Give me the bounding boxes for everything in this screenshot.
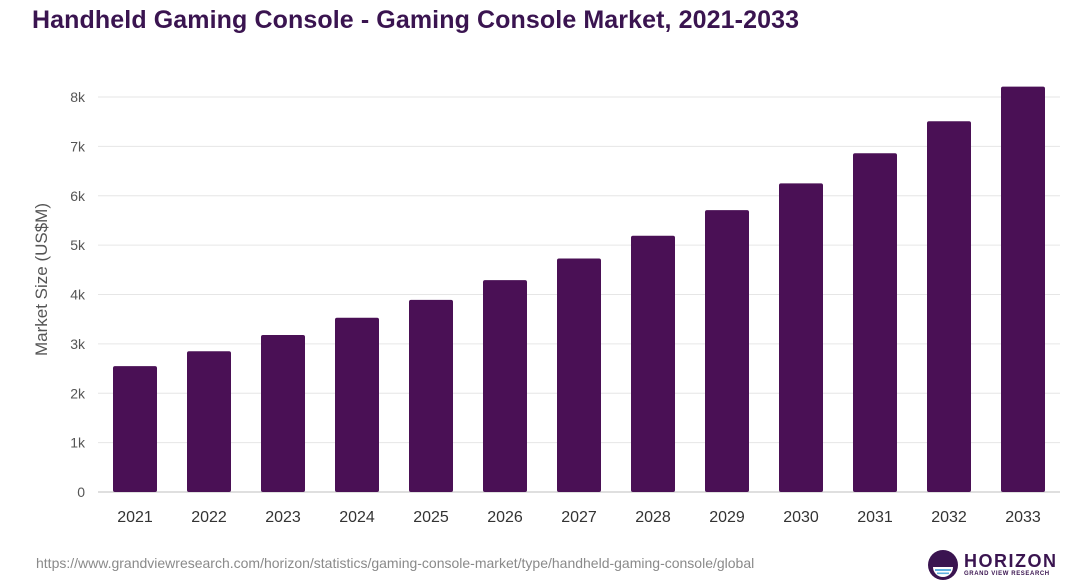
bar [483, 280, 527, 492]
x-tick-label: 2022 [191, 509, 227, 526]
y-tick-label: 8k [70, 89, 86, 105]
y-axis-label: Market Size (US$M) [32, 203, 51, 356]
bar-chart: 0 1k 2k 3k 4k 5k 6k 7k 8k Market Size (US$M) 2021 2… [32, 86, 1060, 526]
source-url[interactable]: https://www.grandviewresearch.com/horizo… [36, 555, 755, 571]
x-tick-label: 2029 [709, 509, 745, 526]
horizon-logo-icon [928, 550, 958, 580]
horizon-logo[interactable]: HORIZON GRAND VIEW RESEARCH [928, 548, 1068, 580]
x-tick-label: 2030 [783, 509, 819, 526]
y-tick-label: 1k [70, 435, 86, 451]
logo-subtitle: GRAND VIEW RESEARCH [964, 571, 1050, 577]
x-tick-label: 2024 [339, 509, 375, 526]
logo-name: HORIZON [964, 551, 1058, 571]
x-tick-label: 2028 [635, 509, 671, 526]
x-tick-label: 2031 [857, 509, 893, 526]
x-tick-label: 2026 [487, 509, 523, 526]
y-tick-label: 0 [77, 484, 85, 500]
x-tick-label: 2021 [117, 509, 153, 526]
x-tick-label: 2032 [931, 509, 967, 526]
y-tick-label: 5k [70, 237, 86, 253]
bar [557, 258, 601, 492]
bar [631, 235, 675, 492]
y-tick-label: 4k [70, 287, 86, 303]
bar [409, 299, 453, 492]
bar [261, 334, 305, 492]
bar [335, 317, 379, 492]
y-tick-label: 3k [70, 336, 86, 352]
bar [853, 153, 897, 492]
bar [187, 351, 231, 492]
y-tick-label: 6k [70, 188, 86, 204]
x-tick-label: 2027 [561, 509, 597, 526]
bar [1001, 86, 1045, 492]
x-tick-label: 2025 [413, 509, 449, 526]
bar [705, 210, 749, 492]
chart-title: Handheld Gaming Console - Gaming Console… [32, 6, 800, 34]
y-tick-label: 2k [70, 385, 86, 401]
bar [927, 121, 971, 492]
x-tick-label: 2023 [265, 509, 301, 526]
y-tick-label: 7k [70, 138, 86, 154]
bar [779, 183, 823, 492]
bar [113, 366, 157, 492]
x-tick-label: 2033 [1005, 509, 1041, 526]
